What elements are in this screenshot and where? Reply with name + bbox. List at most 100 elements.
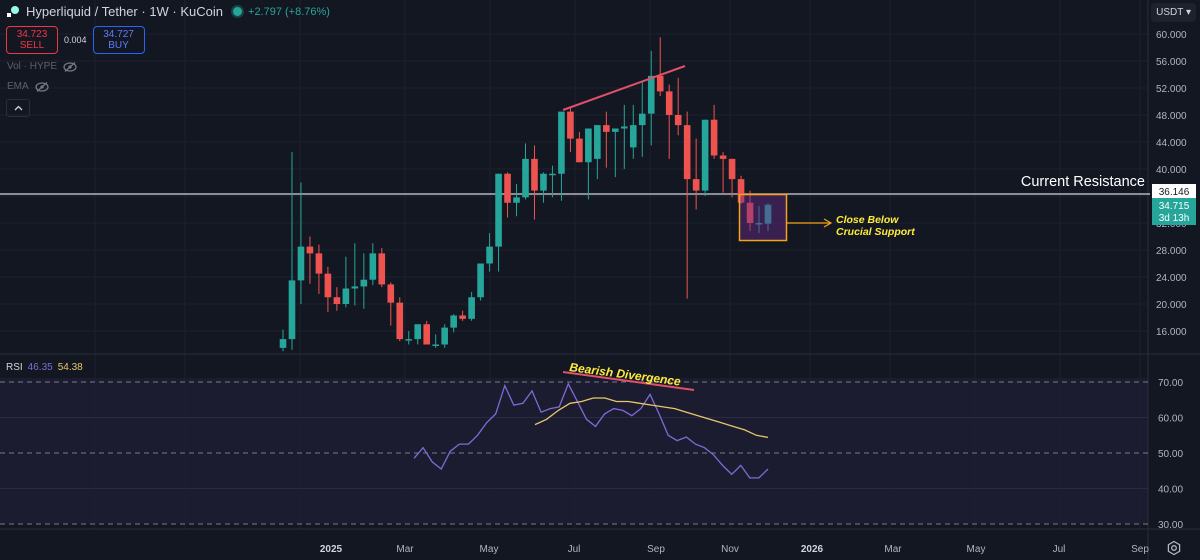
rsi-tick: 40.00: [1158, 485, 1183, 496]
candle-body: [315, 253, 323, 274]
candle-body: [468, 297, 475, 319]
price-tick: 56.000: [1156, 57, 1187, 68]
resistance-price-label: [1152, 184, 1196, 198]
candle-body: [324, 273, 332, 298]
candle-body: [755, 223, 763, 225]
currency-selector[interactable]: USDT ▾: [1151, 3, 1196, 22]
candle-body: [387, 284, 395, 303]
candle-body: [683, 125, 691, 180]
candle-body: [405, 339, 413, 341]
candle-body: [288, 280, 296, 340]
last-price-label: [1152, 198, 1196, 225]
candle-body: [549, 173, 556, 176]
price-change: +2.797 (+8.76%): [248, 5, 330, 18]
ema-label: EMA: [7, 81, 29, 92]
sell-label: SELL: [19, 40, 45, 51]
rsi-legend[interactable]: RSI 46.35 54.38: [6, 362, 83, 373]
candle-body: [423, 324, 431, 345]
settings-gear-icon[interactable]: [1166, 540, 1182, 556]
trendline-divergence[interactable]: [562, 371, 695, 391]
candle-body: [441, 327, 448, 345]
buy-label: BUY: [108, 40, 129, 51]
last-price-value: 34.715: [1159, 201, 1190, 212]
candle-body: [504, 173, 511, 203]
trade-panel: 34.723 SELL 0.004 34.727 BUY: [6, 26, 145, 54]
symbol-title[interactable]: Hyperliquid / Tether · 1W · KuCoin: [26, 4, 224, 19]
candle-body: [719, 155, 727, 159]
hyperliquid-logo-icon: [7, 5, 19, 17]
spread-value: 0.004: [64, 35, 87, 45]
price-tick: 16.000: [1156, 327, 1187, 338]
symbol-header: Hyperliquid / Tether · 1W · KuCoin +2.79…: [6, 4, 330, 19]
candle-body: [558, 111, 565, 174]
market-open-status-icon: [233, 7, 243, 16]
candle-body: [764, 204, 772, 224]
candlestick-series[interactable]: [279, 37, 772, 352]
candle-body: [540, 173, 547, 191]
candle-body: [297, 246, 305, 281]
price-tick: 52.000: [1156, 84, 1187, 95]
sell-button[interactable]: 34.723 SELL: [6, 26, 58, 54]
time-tick: 2025: [320, 544, 343, 555]
candle-body: [620, 126, 628, 129]
candle-body: [432, 344, 439, 346]
rsi-ma-value: 54.38: [57, 362, 83, 373]
rsi-tick: 60.00: [1158, 414, 1183, 425]
candle-body: [414, 324, 422, 340]
candle-body: [728, 158, 736, 180]
bar-countdown: 3d 13h: [1159, 213, 1190, 224]
trendline-higher-highs[interactable]: [562, 65, 686, 111]
candle-body: [585, 128, 592, 163]
candle-body: [396, 302, 404, 340]
sell-price: 34.723: [16, 29, 48, 40]
candle-body: [378, 253, 386, 285]
candle-body: [522, 158, 529, 198]
candle-body: [279, 339, 287, 348]
resistance-annotation: Current Resistance: [1021, 174, 1145, 190]
candle-body: [665, 91, 673, 115]
rsi-label: RSI: [6, 362, 23, 373]
candle-body: [701, 119, 709, 191]
candle-body: [656, 75, 664, 92]
support-annotation-line1: Close Below: [836, 214, 899, 226]
indicator-ema[interactable]: EMA: [7, 81, 49, 92]
time-tick: Mar: [884, 544, 902, 555]
support-highlight-box[interactable]: [738, 193, 788, 242]
rsi-value: 46.35: [27, 362, 53, 373]
indicator-volume[interactable]: Vol · HYPE: [7, 61, 77, 72]
candle-body: [612, 128, 619, 132]
time-tick: 2026: [801, 544, 824, 555]
time-tick: Sep: [1131, 544, 1149, 555]
candle-body: [746, 202, 754, 223]
candle-body: [342, 288, 350, 304]
rsi-ma-line[interactable]: [534, 397, 769, 439]
arrow-head-icon: [823, 218, 833, 228]
price-tick: 44.000: [1156, 138, 1187, 149]
candle-body: [450, 315, 457, 328]
candle-body: [638, 113, 646, 126]
price-tick: 48.000: [1156, 111, 1187, 122]
candle-body: [513, 197, 520, 203]
support-annotation-line2: Crucial Support: [836, 226, 915, 238]
collapse-indicators-button[interactable]: [6, 99, 30, 117]
rsi-axis[interactable]: 70.00 60.00 50.00 40.00 30.00: [1158, 378, 1183, 531]
time-tick: May: [480, 544, 499, 555]
price-tick: 28.000: [1156, 246, 1187, 257]
time-axis[interactable]: 2025 Mar May Jul Sep Nov 2026 Mar May Jul Sep: [320, 544, 1149, 555]
eye-hidden-icon[interactable]: [63, 61, 77, 72]
candle-body: [333, 297, 341, 304]
time-tick: Nov: [721, 544, 739, 555]
currency-label: USDT ▾: [1156, 7, 1191, 18]
candle-body: [710, 119, 718, 156]
candle-body: [459, 315, 466, 319]
candle-body: [351, 286, 359, 289]
time-tick: Jul: [1053, 544, 1066, 555]
price-tick: 60.000: [1156, 30, 1187, 41]
price-tick: 20.000: [1156, 300, 1187, 311]
chevron-up-icon: [14, 105, 22, 111]
rsi-line[interactable]: [413, 382, 769, 479]
time-tick: Mar: [396, 544, 414, 555]
buy-button[interactable]: 34.727 BUY: [92, 26, 145, 54]
eye-hidden-icon[interactable]: [35, 81, 49, 92]
